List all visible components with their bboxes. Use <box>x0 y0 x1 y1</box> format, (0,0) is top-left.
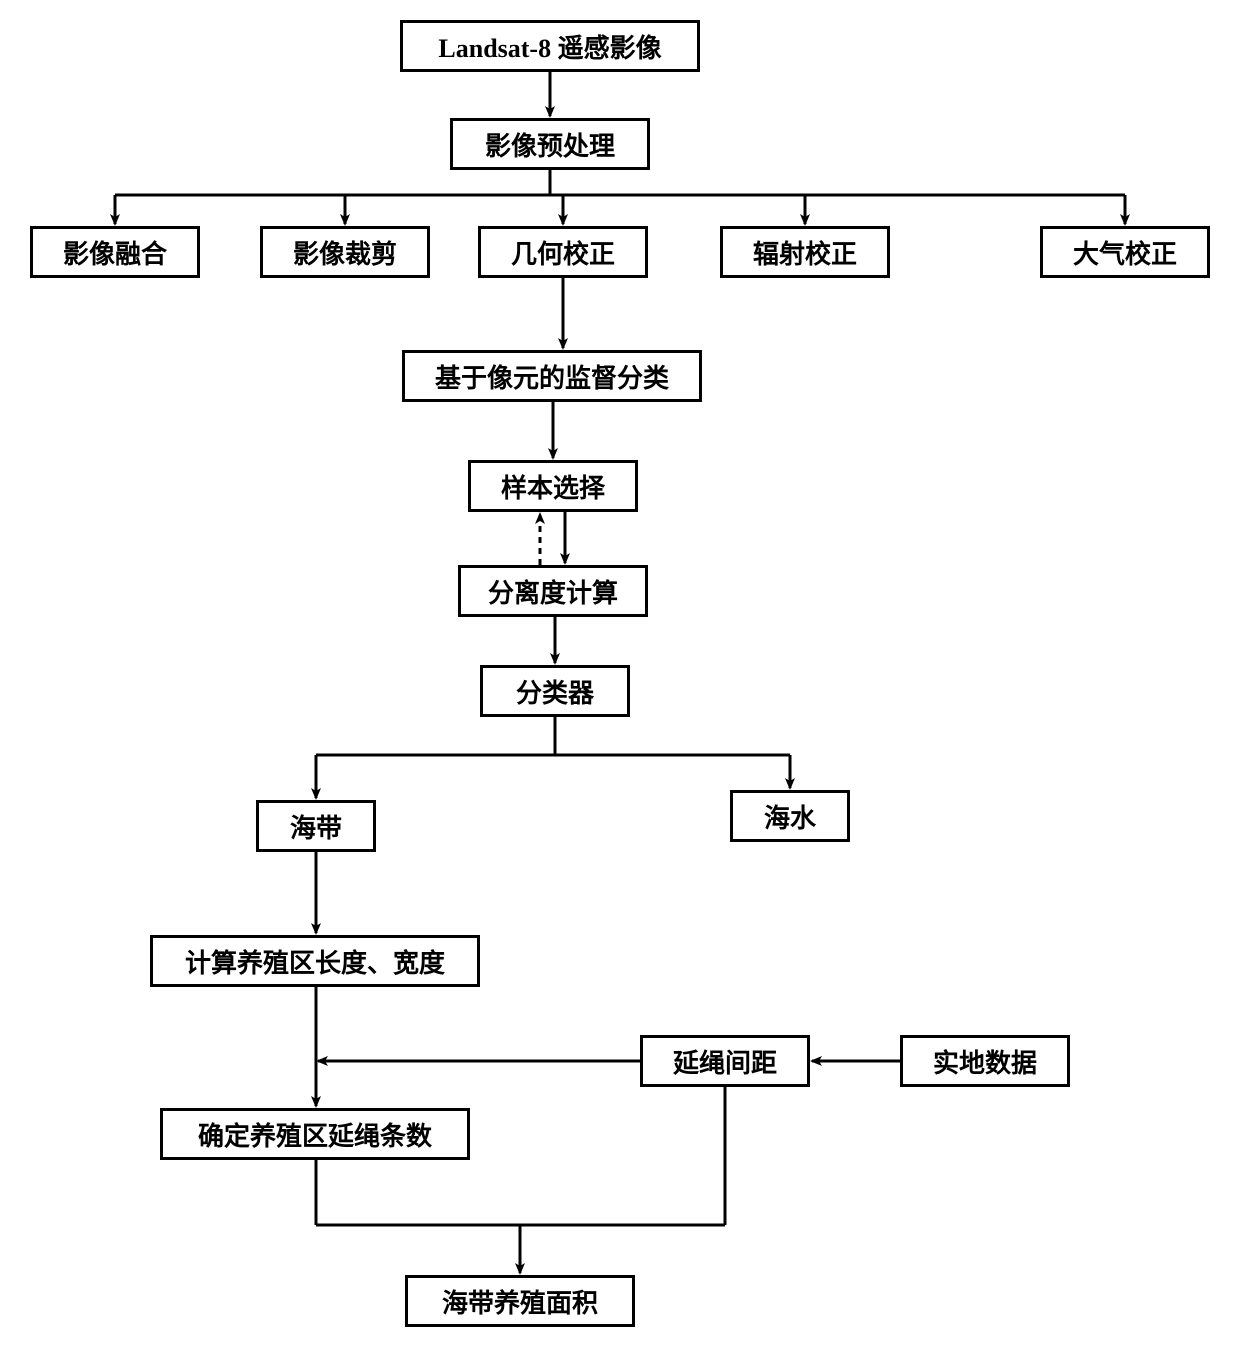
node-field-data: 实地数据 <box>900 1035 1070 1087</box>
node-classifier: 分类器 <box>480 665 630 717</box>
node-rope-count: 确定养殖区延绳条数 <box>160 1108 470 1160</box>
node-kelp: 海带 <box>256 800 376 852</box>
node-landsat: Landsat-8 遥感影像 <box>400 20 700 72</box>
node-rope-spacing: 延绳间距 <box>640 1035 810 1087</box>
node-geometric: 几何校正 <box>478 226 648 278</box>
node-supervised: 基于像元的监督分类 <box>402 350 702 402</box>
node-sample: 样本选择 <box>468 460 638 512</box>
node-area: 海带养殖面积 <box>405 1275 635 1327</box>
node-atmospheric: 大气校正 <box>1040 226 1210 278</box>
node-crop: 影像裁剪 <box>260 226 430 278</box>
node-calc-dims: 计算养殖区长度、宽度 <box>150 935 480 987</box>
node-seawater: 海水 <box>730 790 850 842</box>
node-radiometric: 辐射校正 <box>720 226 890 278</box>
node-preprocess: 影像预处理 <box>450 118 650 170</box>
node-fusion: 影像融合 <box>30 226 200 278</box>
node-separation: 分离度计算 <box>458 565 648 617</box>
